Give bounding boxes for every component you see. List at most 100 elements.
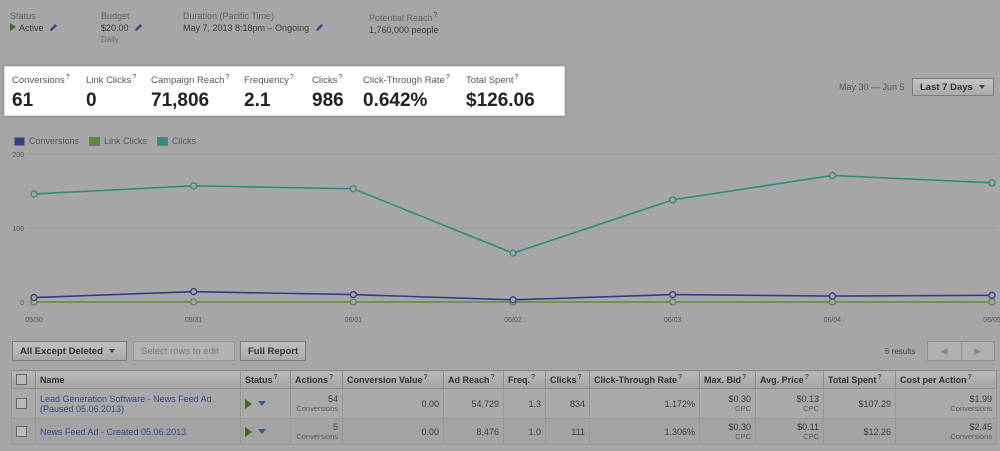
data-point — [30, 293, 38, 302]
header-status[interactable]: Status? — [240, 370, 291, 389]
header-ad-reach[interactable]: Ad Reach? — [443, 370, 504, 389]
help-icon[interactable]: ? — [445, 74, 450, 81]
metric-value: 0 — [86, 90, 97, 111]
edit-budget-pencil-icon[interactable] — [134, 23, 143, 32]
metric-value: $126.06 — [466, 90, 535, 111]
next-page-icon[interactable]: ▶ — [974, 346, 982, 356]
header-conversion-value[interactable]: Conversion Value? — [342, 370, 444, 389]
y-tick-label: 200 — [12, 152, 24, 159]
ctr-cell: 1.172% — [589, 388, 700, 419]
help-icon[interactable]: ? — [678, 374, 683, 381]
metric-clicks: Clicks? 986 — [312, 74, 344, 112]
metric-label: Frequency — [244, 75, 289, 86]
help-icon[interactable]: ? — [289, 74, 294, 81]
row-checkbox[interactable] — [16, 426, 27, 438]
date-range-text: May 30 — Jun 5 — [839, 82, 905, 92]
help-icon[interactable]: ? — [742, 374, 747, 381]
data-point — [349, 185, 357, 193]
filter-dropdown[interactable]: All Except Deleted — [12, 341, 127, 361]
help-icon[interactable]: ? — [338, 74, 343, 81]
select-rows-button[interactable]: Select rows to edit — [133, 341, 235, 361]
status-label: Status — [10, 11, 36, 21]
help-icon[interactable]: ? — [65, 74, 70, 81]
conversion-value-cell: 0.00 — [342, 388, 444, 419]
data-point — [509, 296, 517, 304]
help-icon[interactable]: ? — [531, 374, 536, 381]
header-freq[interactable]: Freq.? — [503, 370, 546, 389]
status-cell[interactable] — [240, 388, 291, 419]
help-icon[interactable]: ? — [577, 374, 582, 381]
potential-reach-help-icon[interactable]: ? — [433, 12, 438, 19]
max-bid-value: $0.30 — [728, 422, 751, 432]
max-bid-value: $0.30 — [728, 394, 751, 404]
header-clicks[interactable]: Clicks? — [545, 370, 590, 389]
x-tick-label: 06/04 — [824, 317, 842, 324]
header-max-bid[interactable]: Max. Bid? — [699, 370, 756, 389]
data-point — [30, 190, 38, 198]
help-icon[interactable]: ? — [967, 374, 972, 381]
header-cost-per-action[interactable]: Cost per Action? — [895, 370, 997, 389]
status-cell[interactable] — [240, 418, 291, 445]
ad-name-link[interactable]: News Feed Ad - Created 05.06.2013 — [35, 418, 241, 445]
help-icon[interactable]: ? — [423, 374, 428, 381]
data-point — [828, 171, 836, 180]
y-tick-label: 100 — [12, 226, 24, 233]
table-row: News Feed Ad - Created 05.06.2013 5 Conve… — [11, 418, 997, 445]
full-report-button[interactable]: Full Report — [240, 341, 306, 361]
active-play-icon — [245, 398, 252, 409]
data-point — [828, 292, 836, 300]
data-point — [349, 290, 357, 299]
help-icon[interactable]: ? — [329, 374, 334, 381]
help-icon[interactable]: ? — [514, 74, 519, 81]
active-play-icon — [245, 426, 252, 437]
help-icon[interactable]: ? — [132, 74, 137, 81]
data-point — [988, 298, 996, 306]
ad-name-link[interactable]: Lead Generation Software - News Feed Ad … — [35, 388, 241, 419]
avg-price-type: CPC — [803, 432, 819, 441]
legend-item-link-clicks[interactable]: Link Clicks — [89, 136, 147, 146]
help-icon[interactable]: ? — [877, 374, 882, 381]
metric-label: Click-Through Rate — [363, 75, 445, 86]
header-name[interactable]: Name — [35, 370, 241, 389]
row-checkbox[interactable] — [16, 398, 27, 410]
header-total-spent[interactable]: Total Spent? — [823, 370, 896, 389]
metric-label: Conversions — [12, 75, 65, 86]
metric-campaign-reach: Campaign Reach? 71,806 — [151, 74, 229, 112]
help-icon[interactable]: ? — [490, 374, 495, 381]
x-tick-label: 06/01 — [345, 317, 363, 324]
header-actions[interactable]: Actions? — [290, 370, 343, 389]
data-point — [669, 196, 677, 204]
max-bid-type: CPC — [735, 432, 751, 441]
help-icon[interactable]: ? — [804, 374, 809, 381]
help-icon[interactable]: ? — [273, 374, 278, 381]
select-all-checkbox[interactable] — [16, 374, 27, 386]
legend-label: Link Clicks — [104, 136, 148, 146]
prev-page-icon[interactable]: ◀ — [928, 342, 962, 360]
data-point — [190, 287, 198, 296]
data-point — [509, 249, 517, 257]
metric-ctr: Click-Through Rate? 0.642% — [363, 74, 450, 112]
chevron-down-icon[interactable] — [258, 429, 266, 435]
budget-value: $20.00 — [101, 23, 129, 33]
legend-item-conversions[interactable]: Conversions — [14, 136, 79, 146]
chevron-down-icon — [978, 85, 985, 89]
metric-label: Campaign Reach — [151, 75, 225, 86]
header-ctr[interactable]: Click-Through Rate? — [589, 370, 700, 389]
data-point — [669, 298, 677, 306]
budget-label: Budget — [101, 11, 130, 21]
data-point — [828, 298, 836, 306]
chart-legend: Conversions Link Clicks Clicks — [14, 136, 196, 146]
total-spent-cell: $12.26 — [823, 418, 896, 445]
x-tick-label: 05/31 — [185, 317, 203, 324]
series-line-clicks — [33, 174, 993, 255]
help-icon[interactable]: ? — [225, 74, 230, 81]
chevron-down-icon[interactable] — [258, 401, 266, 407]
date-range-dropdown[interactable]: Last 7 Days — [912, 78, 994, 96]
duration-label: Duration (Pacific Time) — [183, 11, 275, 21]
actions-type: Conversions — [296, 432, 338, 441]
edit-duration-pencil-icon[interactable] — [315, 23, 324, 32]
legend-item-clicks[interactable]: Clicks — [157, 136, 196, 146]
avg-price-type: CPC — [803, 404, 819, 413]
edit-status-pencil-icon[interactable] — [49, 23, 58, 32]
header-avg-price[interactable]: Avg. Price? — [755, 370, 824, 389]
